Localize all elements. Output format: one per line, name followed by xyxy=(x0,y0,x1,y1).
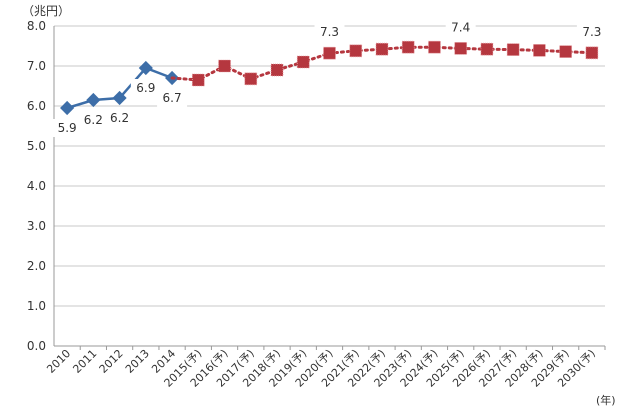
data-point-square xyxy=(349,44,363,58)
data-label: 7.3 xyxy=(582,25,601,39)
data-label: 6.9 xyxy=(136,81,155,95)
data-label-bg xyxy=(576,22,607,41)
data-label-bg xyxy=(157,89,188,107)
data-label-bg xyxy=(314,23,345,42)
data-point-diamond xyxy=(60,100,75,116)
x-tick-label: 2011 xyxy=(70,347,99,376)
y-tick-label: 7.0 xyxy=(27,59,46,73)
data-point-square xyxy=(559,45,573,58)
y-tick-label: 5.0 xyxy=(27,139,46,153)
x-tick-label: 2012 xyxy=(97,347,126,376)
data-label: 6.2 xyxy=(84,113,103,127)
data-label-bg xyxy=(52,119,83,137)
y-tick-label: 6.0 xyxy=(27,99,46,113)
data-label: 6.7 xyxy=(163,91,182,105)
data-label: 6.2 xyxy=(110,111,129,125)
data-label-bg xyxy=(78,111,109,129)
data-label: 7.4 xyxy=(451,20,470,34)
data-point-square xyxy=(375,42,389,56)
data-point-square xyxy=(401,40,415,54)
data-point-square xyxy=(454,42,468,55)
data-point-square xyxy=(296,55,310,69)
data-point-square xyxy=(270,63,284,77)
data-point-square xyxy=(191,73,205,87)
data-point-diamond xyxy=(86,92,101,108)
x-tick-label: 2013 xyxy=(123,347,152,376)
data-point-square xyxy=(428,40,441,54)
x-tick-label: 2010 xyxy=(44,347,73,376)
data-label: 7.3 xyxy=(320,25,339,39)
data-point-square xyxy=(218,59,231,73)
y-tick-label: 0.0 xyxy=(27,339,46,353)
y-tick-label: 8.0 xyxy=(27,19,46,33)
y-tick-label: 4.0 xyxy=(27,179,46,193)
data-point-square xyxy=(480,42,494,56)
data-label-bg xyxy=(130,79,161,97)
data-label-bg xyxy=(445,18,476,37)
data-point-square xyxy=(244,72,258,86)
data-label-bg xyxy=(104,109,135,127)
data-label: 5.9 xyxy=(58,121,77,135)
y-tick-label: 3.0 xyxy=(27,219,46,233)
x-unit-label: (年) xyxy=(596,393,616,407)
data-point-square xyxy=(533,44,546,57)
data-point-square xyxy=(506,43,520,56)
data-point-square xyxy=(585,46,599,60)
y-tick-label: 2.0 xyxy=(27,259,46,273)
y-tick-label: 1.0 xyxy=(27,299,46,313)
data-point-square xyxy=(323,46,336,60)
y-unit-label: （兆円） xyxy=(22,4,70,18)
